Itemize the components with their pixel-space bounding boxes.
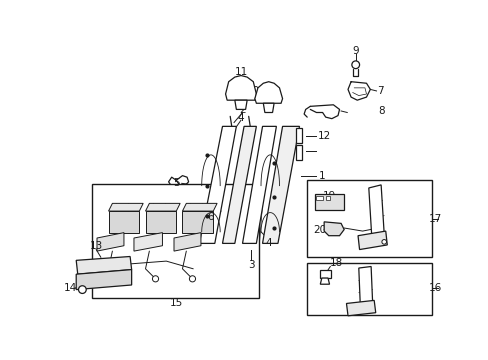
Text: 14: 14: [63, 283, 77, 293]
Polygon shape: [76, 256, 131, 274]
Circle shape: [189, 276, 195, 282]
Text: 7: 7: [376, 86, 383, 96]
Text: 9: 9: [352, 46, 358, 56]
Text: 2: 2: [239, 105, 245, 115]
Text: 17: 17: [428, 214, 442, 224]
Polygon shape: [97, 233, 123, 251]
Polygon shape: [199, 126, 236, 243]
Text: 4: 4: [265, 238, 271, 248]
Polygon shape: [145, 211, 176, 233]
Bar: [306, 180, 431, 257]
Text: 18: 18: [329, 258, 343, 269]
Polygon shape: [324, 222, 344, 236]
Bar: [295, 145, 301, 160]
Text: 5: 5: [173, 178, 179, 188]
Polygon shape: [174, 233, 201, 251]
Polygon shape: [368, 185, 384, 239]
Text: 8: 8: [378, 106, 385, 116]
Circle shape: [351, 61, 359, 69]
Circle shape: [152, 276, 158, 282]
Circle shape: [115, 276, 122, 282]
Polygon shape: [225, 76, 256, 100]
Text: 6: 6: [207, 212, 214, 222]
Bar: [306, 263, 431, 315]
Polygon shape: [320, 278, 329, 284]
Polygon shape: [254, 82, 282, 103]
Circle shape: [79, 286, 86, 293]
Polygon shape: [182, 203, 217, 211]
Polygon shape: [234, 100, 246, 109]
Polygon shape: [346, 300, 375, 316]
Polygon shape: [76, 270, 131, 289]
Text: 20: 20: [313, 225, 326, 235]
Polygon shape: [134, 233, 162, 251]
Bar: [320, 270, 330, 278]
Bar: [295, 128, 301, 143]
Text: 16: 16: [428, 283, 442, 293]
Polygon shape: [222, 126, 256, 243]
Text: 1: 1: [318, 171, 325, 181]
Text: 3: 3: [247, 260, 254, 270]
Polygon shape: [242, 126, 276, 243]
Polygon shape: [357, 231, 386, 249]
Polygon shape: [182, 211, 213, 233]
Polygon shape: [108, 203, 143, 211]
Text: 12: 12: [317, 131, 330, 141]
Text: 11: 11: [234, 67, 247, 77]
Circle shape: [381, 239, 386, 244]
Text: 13: 13: [89, 242, 102, 252]
Bar: [325, 197, 329, 200]
Bar: [314, 194, 344, 210]
Text: 10: 10: [246, 86, 259, 96]
Polygon shape: [358, 266, 372, 306]
Text: 15: 15: [169, 298, 183, 309]
Text: 19: 19: [322, 191, 335, 201]
Polygon shape: [263, 103, 274, 112]
Text: 4: 4: [237, 113, 244, 123]
Bar: [91, 184, 259, 298]
Polygon shape: [108, 211, 139, 233]
Bar: [316, 195, 322, 200]
Polygon shape: [262, 126, 299, 243]
Polygon shape: [145, 203, 180, 211]
